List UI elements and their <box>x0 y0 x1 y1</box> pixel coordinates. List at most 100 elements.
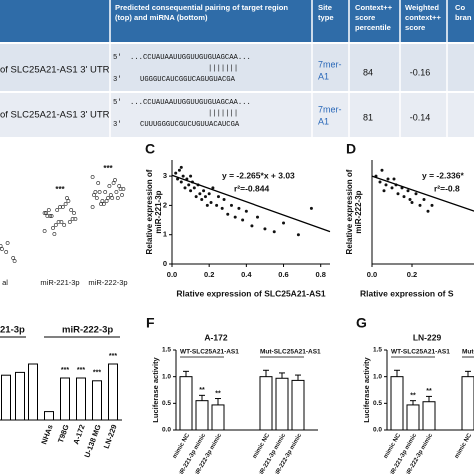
significance: *** <box>103 164 113 173</box>
point <box>256 215 260 219</box>
dot <box>73 217 78 221</box>
fit-line <box>371 175 474 212</box>
dot <box>107 184 112 188</box>
dot <box>55 208 60 212</box>
table-row-bg <box>0 93 474 137</box>
dot <box>42 229 47 233</box>
dot <box>101 202 106 206</box>
seq-pairs: ||||||| <box>208 65 238 73</box>
significance: *** <box>77 367 85 374</box>
bar <box>390 376 404 431</box>
point <box>250 224 254 228</box>
site-type: A1 <box>318 116 329 126</box>
point <box>244 209 248 213</box>
point <box>309 206 313 210</box>
point <box>408 198 412 202</box>
point <box>181 174 185 178</box>
point <box>386 177 390 181</box>
r-squared: r²=-0.844 <box>234 183 269 193</box>
x-tick-label: 0.2 <box>407 270 417 279</box>
point <box>216 195 220 199</box>
dot <box>45 214 50 218</box>
bar <box>1 374 11 421</box>
bar <box>211 404 225 431</box>
dot <box>115 196 120 200</box>
dot <box>96 181 101 185</box>
dot <box>62 223 67 227</box>
dot <box>90 175 95 179</box>
dot <box>90 205 95 209</box>
header-text: score <box>405 23 425 32</box>
dot <box>121 187 126 191</box>
dot <box>114 190 119 194</box>
seq-end: 5' <box>113 54 122 62</box>
dot <box>51 226 55 230</box>
category-label: LN-229 <box>102 423 119 450</box>
point <box>189 174 193 178</box>
equation: y = -2.265*x + 3.03 <box>222 170 295 180</box>
bar <box>179 376 193 431</box>
group-title: miR-222-3p <box>62 325 113 336</box>
header-text: Predicted consequential pairing of targe… <box>115 3 288 12</box>
y-tick-label: 0.0 <box>162 427 171 434</box>
group-label: miR-221-3p <box>40 278 79 287</box>
dot <box>100 199 105 203</box>
dot <box>5 241 10 245</box>
point <box>392 177 396 181</box>
header-text: score <box>355 13 375 22</box>
seq-bottom: CUUUGGGUCGUCUGUUACAUCGA <box>140 121 240 129</box>
point <box>202 189 206 193</box>
point <box>422 198 426 202</box>
dot <box>11 256 16 260</box>
equation: y = -2.336* <box>422 170 465 180</box>
point <box>179 180 183 184</box>
dot <box>99 202 103 206</box>
dot <box>52 232 57 236</box>
point <box>396 192 400 196</box>
row-name: of SLC25A21-AS1 3' UTR <box>0 110 110 121</box>
point <box>378 180 382 184</box>
point <box>426 209 430 213</box>
x-tick-label: 0.2 <box>204 270 214 279</box>
point <box>418 203 422 207</box>
seq-end: 3' <box>113 76 122 84</box>
y-axis-label: Relative expression of <box>345 169 354 254</box>
bar <box>108 363 118 421</box>
point <box>203 195 207 199</box>
point <box>200 198 204 202</box>
bar <box>291 379 305 431</box>
bar <box>422 401 436 431</box>
point <box>189 189 193 193</box>
header-text: Weighted <box>405 3 439 12</box>
category-label: mimic NC <box>454 432 473 460</box>
point <box>430 203 434 207</box>
point <box>229 203 233 207</box>
y-axis-label: Relative expression of <box>145 169 154 254</box>
seq-end: 5' <box>113 99 122 107</box>
significance: *** <box>93 370 101 377</box>
point <box>384 183 388 187</box>
dot <box>111 181 116 185</box>
point <box>205 203 209 207</box>
bar <box>60 377 70 421</box>
point <box>263 227 267 231</box>
header-text: Context++ <box>355 3 393 12</box>
y-tick-label: 1 <box>163 230 167 239</box>
point <box>380 168 384 172</box>
dot <box>92 193 96 197</box>
dot <box>49 214 54 218</box>
panel-letter: F <box>146 315 155 331</box>
dot <box>0 244 3 248</box>
header-text: percentile <box>355 23 391 32</box>
point <box>177 168 181 172</box>
point <box>237 206 241 210</box>
point <box>194 195 198 199</box>
site-type: 7mer- <box>318 59 342 69</box>
dot <box>48 214 53 218</box>
dot <box>12 259 17 263</box>
table-header-bg <box>0 0 474 42</box>
y-tick-label: 2 <box>163 200 167 209</box>
y-axis-label: Luciferase activity <box>362 356 371 422</box>
seq-top: ...CCUAUAAUUGGUUGUGUAGCAA... <box>130 99 251 107</box>
point <box>179 165 183 169</box>
